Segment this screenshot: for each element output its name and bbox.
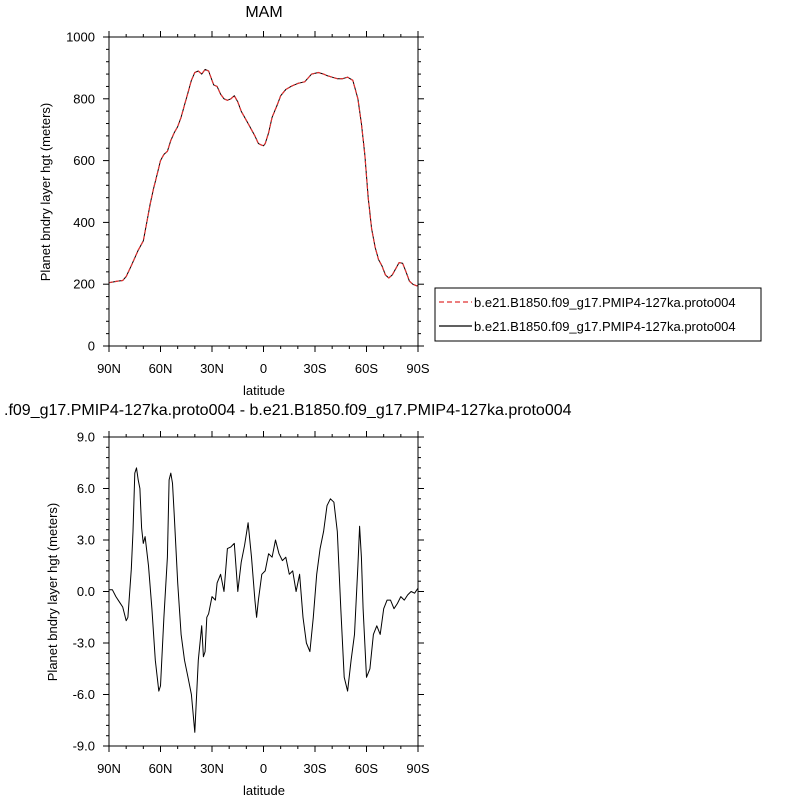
top-y-tick-label: 400 <box>73 215 95 230</box>
bottom-y-tick-label: 0.0 <box>77 584 95 599</box>
top-x-tick-label: 0 <box>260 361 267 376</box>
bottom-y-axis-label: Planet bndry layer hgt (meters) <box>45 503 60 681</box>
bottom-axis-ticks: 90N 60N 30N 0 30S 60S 90S -9.0 -6.0 -3.0 0.0 3.0 6.0… <box>73 430 430 777</box>
bottom-plot-frame <box>108 436 419 747</box>
top-x-tick-label: 90S <box>406 361 429 376</box>
bottom-y-tick-label: 3.0 <box>77 533 95 548</box>
top-x-tick-label: 30S <box>303 361 326 376</box>
bottom-y-tick-label: 9.0 <box>77 430 95 445</box>
bottom-series-line-case <box>109 467 419 733</box>
bottom-x-tick-label: 30S <box>303 761 326 776</box>
top-series-line-control <box>108 68 418 287</box>
top-y-tick-label: 800 <box>73 91 95 106</box>
top-x-tick-label: 60S <box>355 361 378 376</box>
bottom-x-tick-label: 60S <box>355 761 378 776</box>
legend-label-case: b.e21.B1850.f09_g17.PMIP4-127ka.proto004 <box>474 319 736 334</box>
top-y-tick-label: 0 <box>88 339 95 354</box>
bottom-x-tick-label: 0 <box>260 761 267 776</box>
top-chart-title: MAM <box>245 4 282 21</box>
bottom-chart-title: .f09_g17.PMIP4-127ka.proto004 - b.e21.B1… <box>4 402 572 419</box>
bottom-x-tick-label: 30N <box>200 761 224 776</box>
bottom-panel: .f09_g17.PMIP4-127ka.proto004 - b.e21.B1… <box>4 402 572 798</box>
top-y-tick-label: 1000 <box>66 30 95 45</box>
top-x-tick-label: 30N <box>200 361 224 376</box>
top-series-group <box>108 68 418 287</box>
top-x-tick-label: 90N <box>97 361 121 376</box>
top-y-tick-label: 200 <box>73 277 95 292</box>
top-series-line-case <box>108 68 418 287</box>
top-axis-ticks: 90N 60N 30N 0 30S 60S 90S 0 200 400 600 800 1000 <box>66 30 430 377</box>
top-panel: MAM Planet bndry layer hgt (meters) lati… <box>38 4 430 398</box>
top-x-tick-label: 60N <box>149 361 173 376</box>
bottom-y-tick-label: -3.0 <box>73 636 95 651</box>
bottom-x-axis-label: latitude <box>243 783 285 798</box>
bottom-x-tick-label: 60N <box>149 761 173 776</box>
bottom-y-tick-label: 6.0 <box>77 481 95 496</box>
bottom-y-tick-label: -9.0 <box>73 739 95 754</box>
top-y-axis-label: Planet bndry layer hgt (meters) <box>38 103 53 281</box>
legend-box <box>434 287 762 342</box>
bottom-y-tick-label: -6.0 <box>73 687 95 702</box>
bottom-series-group <box>109 467 419 733</box>
top-y-tick-label: 600 <box>73 153 95 168</box>
legend: b.e21.B1850.f09_g17.PMIP4-127ka.proto004… <box>434 287 762 342</box>
bottom-x-tick-label: 90S <box>406 761 429 776</box>
top-x-axis-label: latitude <box>243 383 285 398</box>
bottom-x-tick-label: 90N <box>97 761 121 776</box>
top-plot-frame <box>108 36 419 347</box>
legend-label-control: b.e21.B1850.f09_g17.PMIP4-127ka.proto004 <box>474 295 736 310</box>
